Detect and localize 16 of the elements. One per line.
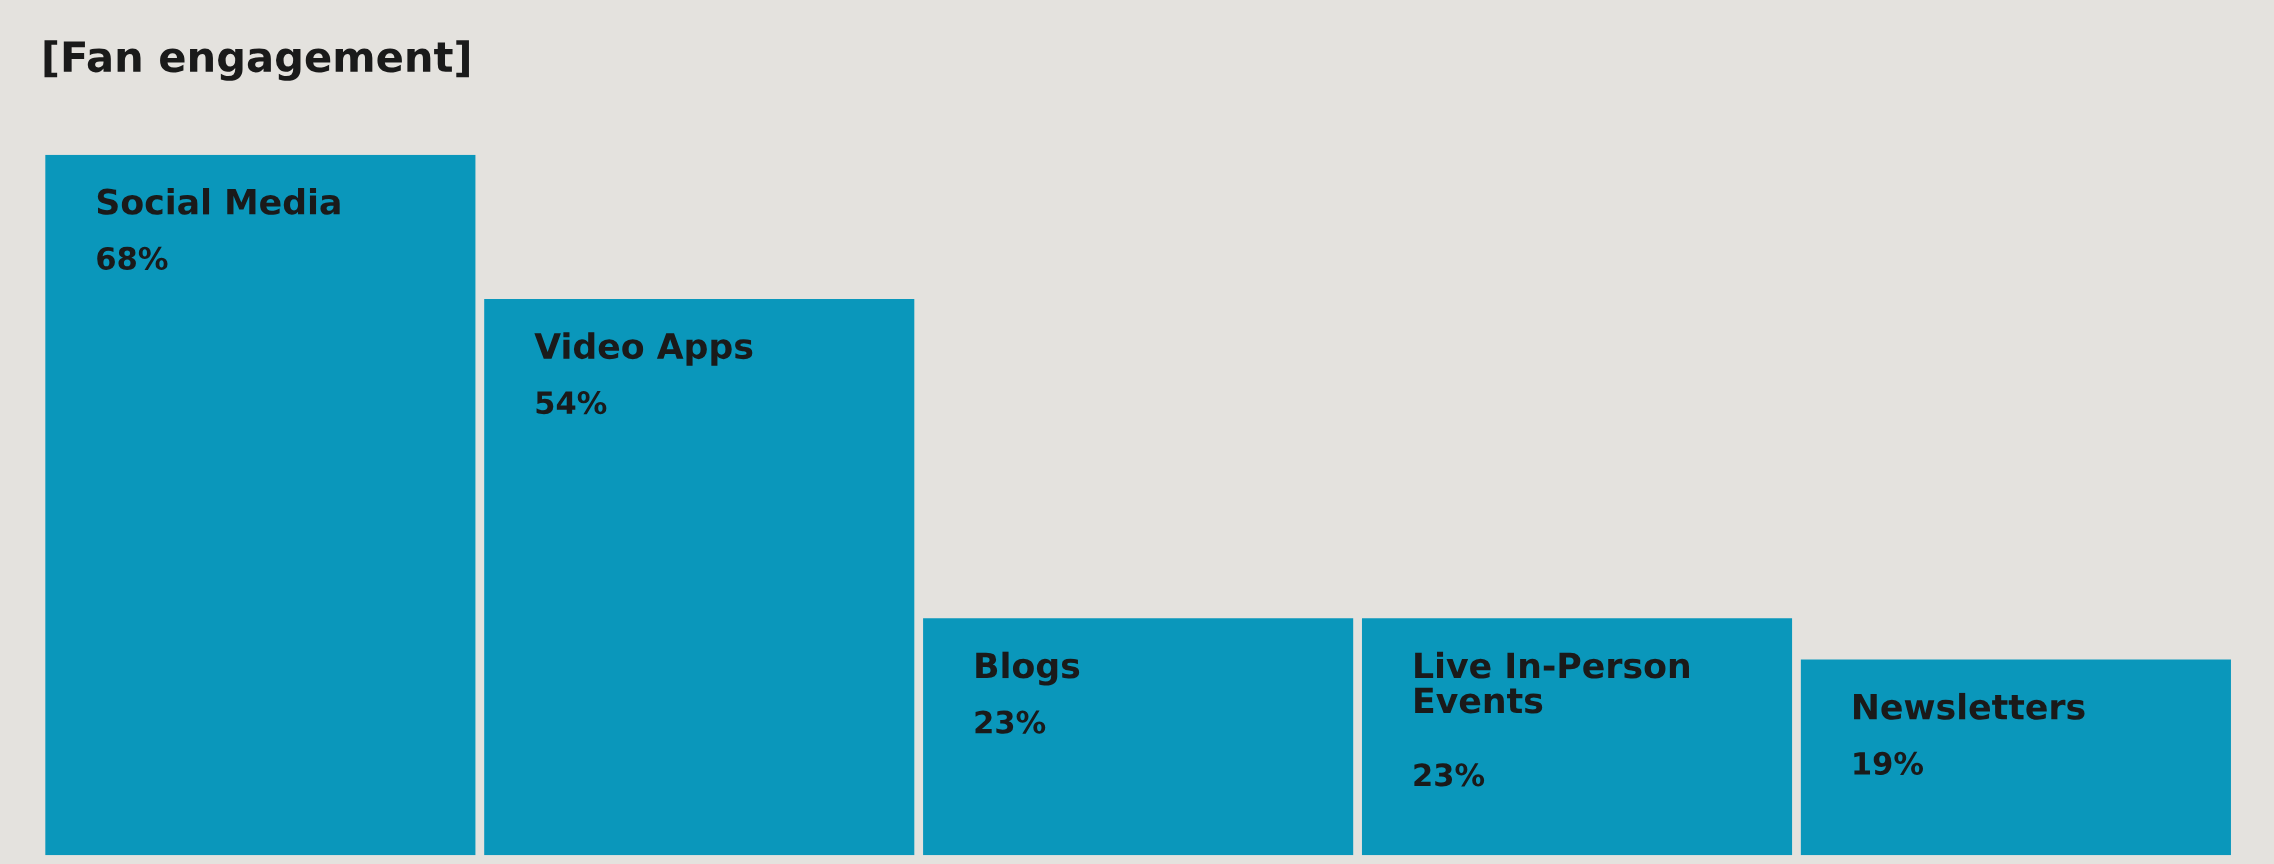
data-label: 19% [1854,751,1924,775]
x-tick-label: Newsletters [1854,692,2085,720]
bar [45,154,476,856]
chart-title: [Fan engagement] [44,40,469,81]
data-label: 54% [536,391,607,415]
x-tick-label: Social Media [97,187,340,215]
bar [1800,659,2231,856]
bar [484,298,915,856]
bar [923,618,1354,856]
bar [1361,618,1793,856]
x-tick-label: Video Apps [534,332,753,366]
data-label: 23% [1414,763,1485,787]
data-label: 23% [975,710,1046,734]
data-label: 68% [97,246,168,270]
x-tick-label: Live In-Person Events [1415,651,1689,714]
x-tick-label: Blogs [976,651,1080,686]
